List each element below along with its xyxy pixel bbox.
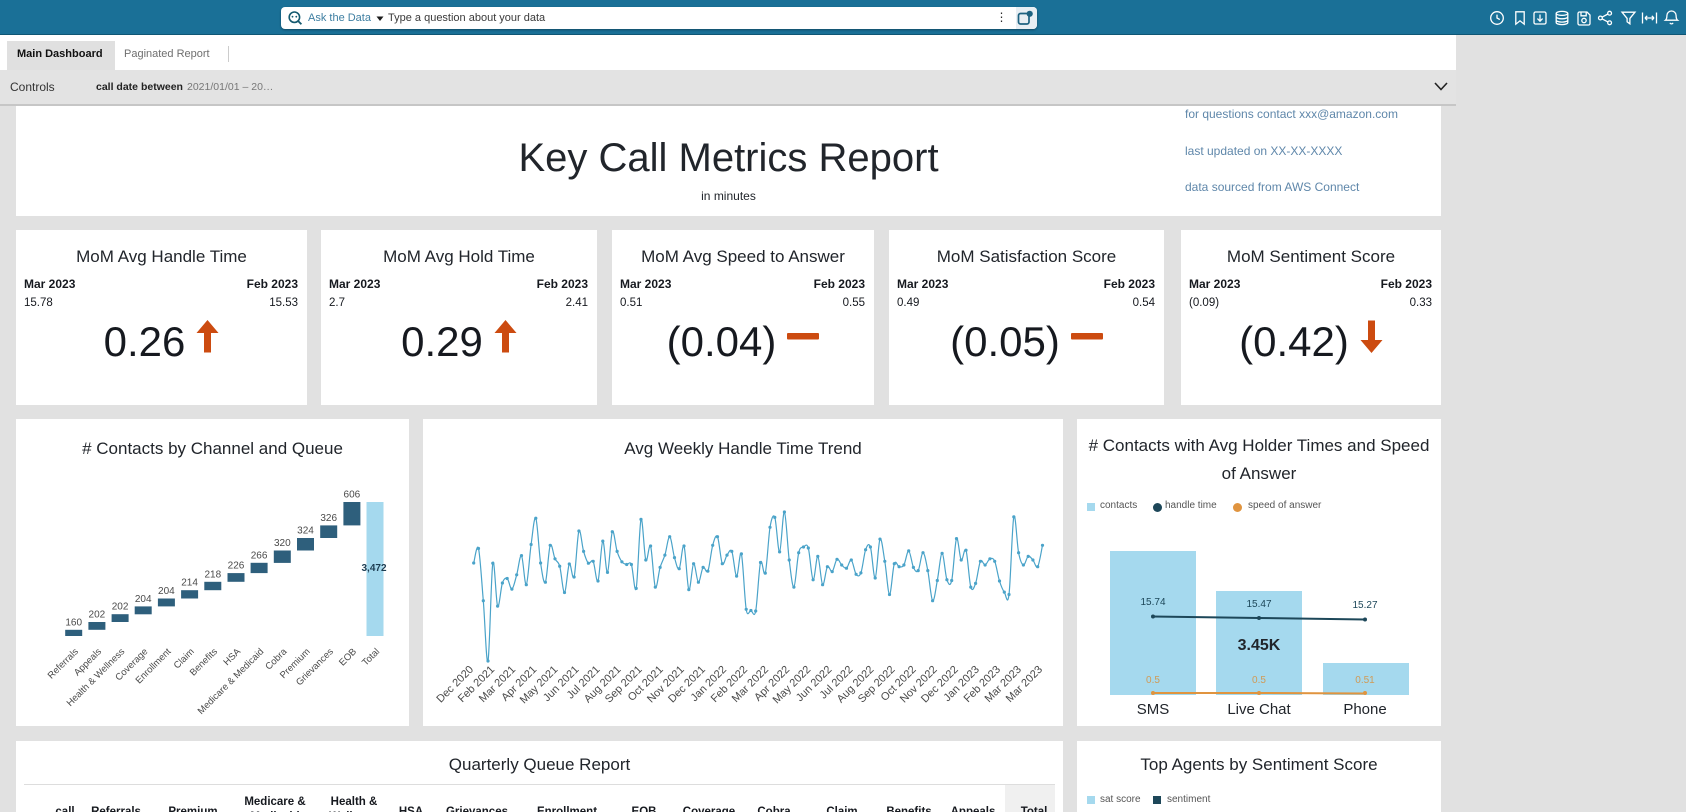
svg-text:266: 266 — [251, 550, 268, 561]
svg-text:324: 324 — [297, 526, 314, 537]
svg-text:Referrals: Referrals — [46, 646, 81, 681]
svg-text:Total: Total — [360, 646, 382, 668]
svg-text:0.5: 0.5 — [1146, 675, 1160, 686]
svg-text:214: 214 — [181, 578, 198, 589]
svg-text:EOB: EOB — [337, 646, 359, 668]
svg-text:Live Chat: Live Chat — [1227, 701, 1291, 718]
svg-text:0.5: 0.5 — [1252, 675, 1266, 686]
svg-text:226: 226 — [228, 561, 245, 572]
svg-text:204: 204 — [135, 594, 152, 605]
svg-text:204: 204 — [158, 586, 175, 597]
svg-text:Phone: Phone — [1343, 701, 1386, 718]
svg-text:218: 218 — [204, 569, 221, 580]
svg-text:0.51: 0.51 — [1355, 675, 1375, 686]
svg-text:3.45K: 3.45K — [1238, 637, 1281, 654]
svg-text:15.47: 15.47 — [1246, 599, 1271, 610]
svg-text:202: 202 — [89, 610, 106, 621]
svg-text:15.27: 15.27 — [1352, 600, 1377, 611]
svg-text:326: 326 — [320, 513, 337, 524]
svg-text:3,472: 3,472 — [361, 563, 386, 574]
svg-text:202: 202 — [112, 602, 129, 613]
svg-text:SMS: SMS — [1137, 701, 1170, 718]
svg-text:15.74: 15.74 — [1140, 597, 1165, 608]
svg-text:320: 320 — [274, 538, 291, 549]
svg-text:160: 160 — [65, 617, 82, 628]
svg-text:606: 606 — [344, 490, 361, 501]
